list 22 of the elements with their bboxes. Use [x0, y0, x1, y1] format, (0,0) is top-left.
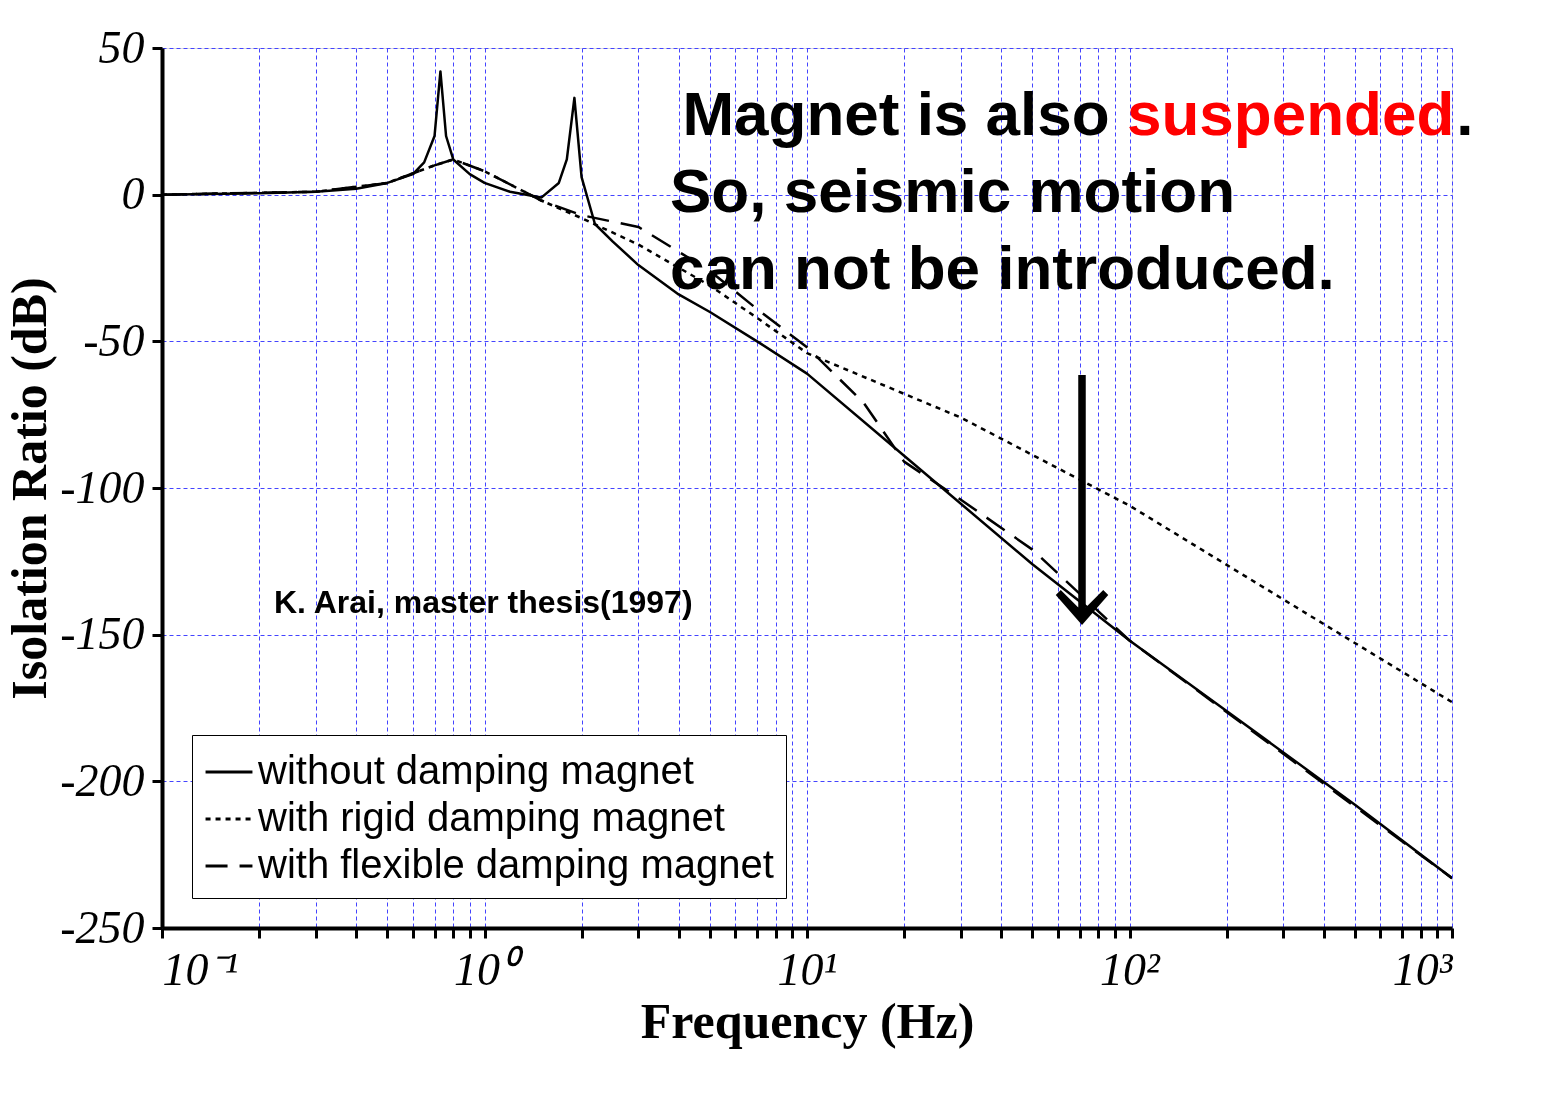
x-axis-title: Frequency (Hz) — [640, 992, 975, 1049]
x-tick-label: 10³ — [1392, 943, 1454, 995]
y-tick-label: -150 — [60, 608, 145, 660]
y-tick-label: 50 — [98, 21, 145, 73]
annotation: Magnet is also — [682, 79, 1110, 148]
legend-label: with flexible damping magnet — [257, 842, 774, 886]
y-tick-label: -250 — [60, 901, 145, 953]
y-tick-label: -50 — [83, 314, 145, 366]
x-tick-label: 10² — [1100, 943, 1162, 995]
x-tick-label: 10⁻¹ — [162, 943, 239, 995]
x-tick-label: 10⁰ — [454, 943, 524, 995]
y-tick-label: -100 — [60, 461, 145, 513]
legend-label: without damping magnet — [257, 748, 694, 792]
annotation: So, seismic motion — [670, 156, 1236, 225]
text: . — [1456, 79, 1474, 148]
annotation: K. Arai, master thesis(1997) — [274, 584, 693, 620]
legend-label: with rigid damping magnet — [257, 795, 725, 839]
y-axis-title: Isolation Ratio (dB) — [1, 277, 58, 700]
y-tick-label: 0 — [121, 168, 145, 220]
annotation: suspended — [1127, 79, 1455, 148]
x-tick-label: 10¹ — [777, 943, 838, 995]
y-tick-label: -200 — [60, 754, 145, 806]
